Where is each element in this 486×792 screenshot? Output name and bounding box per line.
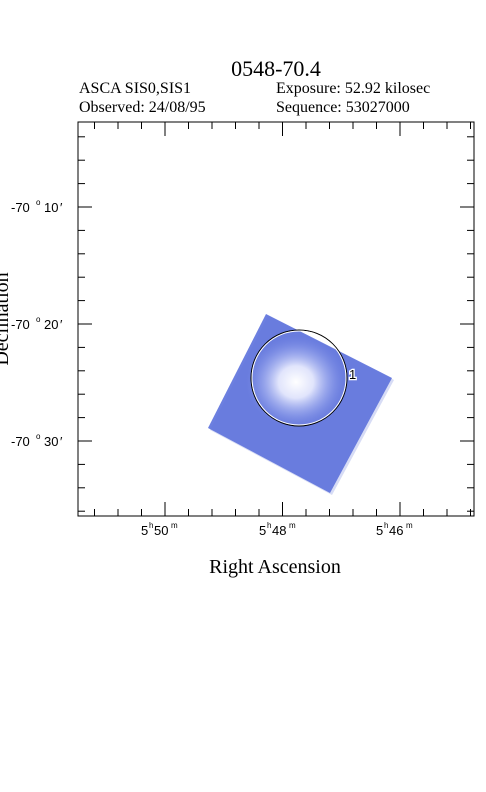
sequence-label: Sequence: 53027000 xyxy=(276,99,410,116)
y-tick-unit-deg: o xyxy=(36,315,41,324)
y-tick-unit-arcmin: ′ xyxy=(60,434,63,449)
y-tick-unit-deg: o xyxy=(36,198,41,207)
y-tick-label-degrees: -70 xyxy=(11,434,30,449)
source-region-circle xyxy=(250,329,348,427)
image-title: 0548-70.4 xyxy=(231,56,321,81)
x-tick-5h50m: 5 h 50 m xyxy=(141,521,178,538)
source-label: 1 xyxy=(349,367,356,382)
y-tick-label-degrees: -70 xyxy=(11,317,30,332)
x-tick-unit-h: h xyxy=(149,521,153,530)
instrument-label: ASCA SIS0,SIS1 xyxy=(79,80,192,97)
y-tick-unit-deg: o xyxy=(36,432,41,441)
y-tick-70d10m: -70 o 10 ′ xyxy=(11,198,63,215)
observed-label: Observed: 24/08/95 xyxy=(79,99,206,116)
x-tick-unit-h: h xyxy=(384,521,388,530)
x-axis-title: Right Ascension xyxy=(209,556,341,578)
x-tick-5h46m: 5 h 46 m xyxy=(376,521,413,538)
source-label-halo: 1 xyxy=(349,367,356,382)
y-axis-title: Declination xyxy=(0,272,13,365)
x-tick-label-minutes: 48 xyxy=(272,523,286,538)
y-tick-label-minutes: 20 xyxy=(44,317,58,332)
y-tick-unit-arcmin: ′ xyxy=(60,200,63,215)
x-tick-label-hours: 5 xyxy=(259,523,266,538)
x-tick-unit-h: h xyxy=(267,521,271,530)
x-tick-unit-m: m xyxy=(406,521,413,530)
plot-frame xyxy=(77,121,475,517)
x-ray-source-emission xyxy=(246,336,346,428)
x-tick-label-hours: 5 xyxy=(141,523,148,538)
x-tick-unit-m: m xyxy=(289,521,296,530)
x-tick-5h48m: 5 h 48 m xyxy=(259,521,296,538)
x-tick-label-minutes: 50 xyxy=(154,523,168,538)
y-tick-70d30m: -70 o 30 ′ xyxy=(11,432,63,449)
y-tick-label-minutes: 30 xyxy=(44,434,58,449)
x-tick-unit-m: m xyxy=(171,521,178,530)
y-tick-label-degrees: -70 xyxy=(11,200,30,215)
y-tick-70d20m: -70 o 20 ′ xyxy=(11,315,63,332)
source-region-circle-inner xyxy=(251,330,347,426)
y-tick-label-minutes: 10 xyxy=(44,200,58,215)
y-tick-unit-arcmin: ′ xyxy=(60,317,63,332)
exposure-label: Exposure: 52.92 kilosec xyxy=(276,80,431,97)
axis-ticks xyxy=(78,122,474,516)
x-tick-label-minutes: 46 xyxy=(389,523,403,538)
exposure-field xyxy=(208,314,394,495)
x-tick-label-hours: 5 xyxy=(376,523,383,538)
